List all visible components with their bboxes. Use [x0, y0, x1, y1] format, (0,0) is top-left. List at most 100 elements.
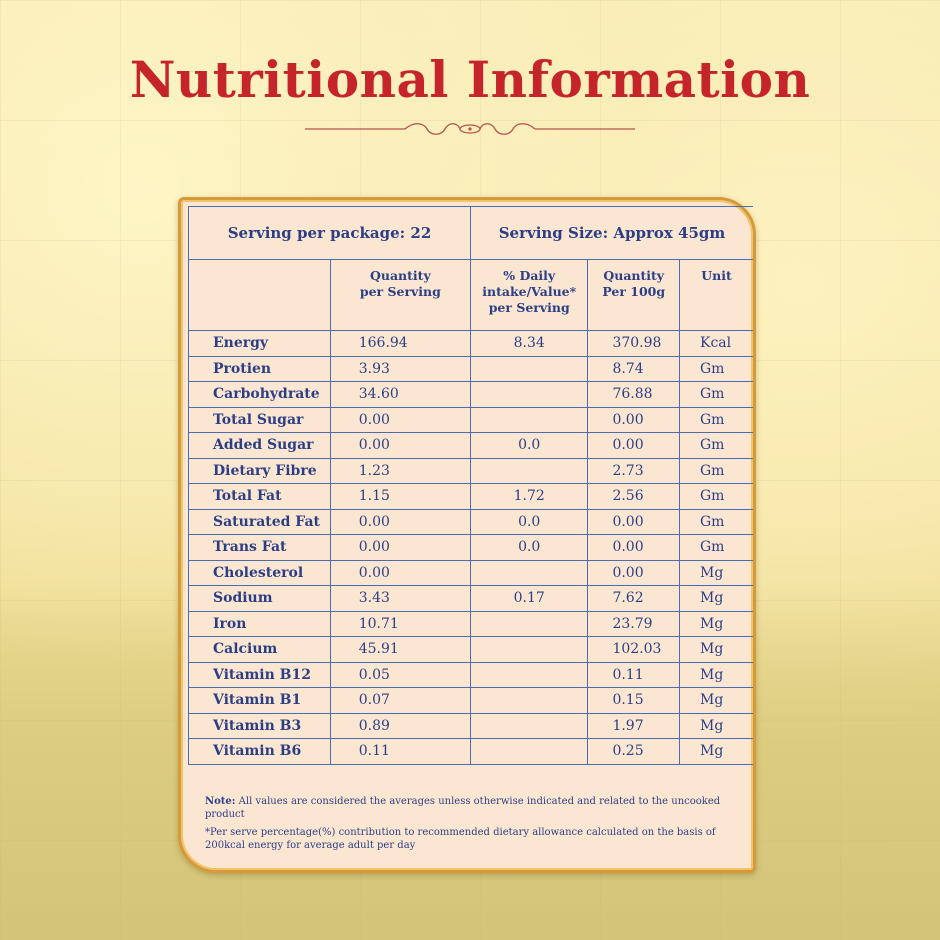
column-header-nutrient: [188, 259, 331, 331]
qty-per-100g: 102.03: [587, 636, 680, 663]
qty-per-serving: 0.00: [329, 432, 472, 459]
qty-per-serving: 0.00: [329, 406, 472, 433]
nutrition-table: Serving per package: 22 Serving Size: Ap…: [188, 206, 753, 765]
nutrient-name: Iron: [188, 610, 331, 637]
column-header-unit: Unit: [679, 259, 753, 331]
daily-intake: [469, 406, 589, 433]
qty-per-serving: 10.71: [329, 610, 472, 637]
nutrient-name: Vitamin B1: [188, 687, 331, 714]
qty-per-100g: 0.15: [587, 687, 680, 714]
qty-per-serving: 0.07: [329, 687, 472, 714]
unit: Gm: [679, 457, 753, 484]
qty-per-serving: 0.00: [329, 559, 472, 586]
column-header-label: Unit: [701, 268, 732, 283]
nutrient-name: Added Sugar: [188, 432, 331, 459]
column-header-qty-per-100g: Quantity Per 100g: [587, 259, 680, 331]
nutrient-name: Trans Fat: [188, 534, 331, 561]
qty-per-100g: 23.79: [587, 610, 680, 637]
table-row: Vitamin B12 0.05 0.11 Mg: [188, 661, 753, 688]
unit: Mg: [679, 559, 753, 586]
table-row: Trans Fat 0.00 0.0 0.00 Gm: [188, 534, 753, 561]
daily-intake: [469, 636, 589, 663]
table-row: Sodium 3.43 0.17 7.62 Mg: [188, 585, 753, 612]
table-header-row: Serving per package: 22 Serving Size: Ap…: [188, 206, 753, 260]
table-row: Vitamin B1 0.07 0.15 Mg: [188, 687, 753, 714]
table-row: Vitamin B3 0.89 1.97 Mg: [188, 712, 753, 739]
qty-per-serving: 45.91: [329, 636, 472, 663]
column-header-label: % Daily intake/Value* per Serving: [482, 268, 577, 315]
nutrient-name: Protien: [188, 355, 331, 382]
table-row: Added Sugar 0.00 0.0 0.00 Gm: [188, 432, 753, 459]
daily-intake: [469, 355, 589, 382]
daily-intake: 0.0: [469, 508, 589, 535]
nutrient-name: Saturated Fat: [188, 508, 331, 535]
qty-per-serving: 0.00: [329, 534, 472, 561]
daily-intake: 0.0: [469, 432, 589, 459]
unit: Mg: [679, 661, 753, 688]
daily-intake: [469, 610, 589, 637]
qty-per-serving: 0.11: [329, 738, 472, 765]
nutrition-card: Serving per package: 22 Serving Size: Ap…: [178, 197, 756, 873]
table-row: Saturated Fat 0.00 0.0 0.00 Gm: [188, 508, 753, 535]
nutrient-name: Vitamin B12: [188, 661, 331, 688]
unit: Mg: [679, 712, 753, 739]
qty-per-100g: 0.00: [587, 508, 680, 535]
page-title: Nutritional Information: [129, 50, 811, 109]
daily-intake: [469, 559, 589, 586]
qty-per-100g: 0.25: [587, 738, 680, 765]
nutrient-name: Energy: [188, 330, 331, 357]
table-row: Dietary Fibre 1.23 2.73 Gm: [188, 457, 753, 484]
nutrient-name: Carbohydrate: [188, 381, 331, 408]
unit: Gm: [679, 381, 753, 408]
unit: Gm: [679, 406, 753, 433]
note-label: Note:: [205, 796, 236, 807]
qty-per-serving: 3.93: [329, 355, 472, 382]
qty-per-serving: 1.15: [329, 483, 472, 510]
daily-intake: [469, 738, 589, 765]
note-line: Note: All values are considered the aver…: [205, 795, 745, 821]
nutrient-name: Total Sugar: [188, 406, 331, 433]
qty-per-100g: 0.11: [587, 661, 680, 688]
unit: Mg: [679, 687, 753, 714]
daily-intake: 1.72: [469, 483, 589, 510]
footnote: *Per serve percentage(%) contribution to…: [205, 827, 716, 851]
table-row: Total Sugar 0.00 0.00 Gm: [188, 406, 753, 433]
unit: Mg: [679, 610, 753, 637]
qty-per-100g: 0.00: [587, 406, 680, 433]
unit: Gm: [679, 483, 753, 510]
table-body: Energy 166.94 8.34 370.98 Kcal Protien 3.93 8.7…: [188, 330, 753, 765]
column-header-label: Quantity Per 100g: [602, 268, 666, 299]
daily-intake: [469, 712, 589, 739]
qty-per-100g: 0.00: [587, 559, 680, 586]
qty-per-serving: 1.23: [329, 457, 472, 484]
daily-intake: 8.34: [469, 330, 589, 357]
table-row: Energy 166.94 8.34 370.98 Kcal: [188, 330, 753, 357]
note-text: All values are considered the averages u…: [205, 796, 721, 820]
table-row: Vitamin B6 0.11 0.25 Mg: [188, 738, 753, 765]
table-row: Protien 3.93 8.74 Gm: [188, 355, 753, 382]
unit: Kcal: [679, 330, 753, 357]
table-row: Iron 10.71 23.79 Mg: [188, 610, 753, 637]
table-row: Carbohydrate 34.60 76.88 Gm: [188, 381, 753, 408]
nutrient-name: Cholesterol: [188, 559, 331, 586]
qty-per-100g: 1.97: [587, 712, 680, 739]
qty-per-100g: 2.56: [587, 483, 680, 510]
daily-intake: [469, 381, 589, 408]
qty-per-serving: 0.05: [329, 661, 472, 688]
daily-intake: 0.0: [469, 534, 589, 561]
nutrient-name: Vitamin B3: [188, 712, 331, 739]
unit: Gm: [679, 355, 753, 382]
nutrient-name: Calcium: [188, 636, 331, 663]
unit: Gm: [679, 508, 753, 535]
unit: Gm: [679, 432, 753, 459]
table-row: Total Fat 1.15 1.72 2.56 Gm: [188, 483, 753, 510]
table-row: Cholesterol 0.00 0.00 Mg: [188, 559, 753, 586]
column-header-label: Quantity per Serving: [359, 268, 441, 299]
nutrient-name: Total Fat: [188, 483, 331, 510]
qty-per-serving: 0.89: [329, 712, 472, 739]
qty-per-serving: 0.00: [329, 508, 472, 535]
column-header-row: Quantity per Serving % Daily intake/Valu…: [188, 259, 753, 331]
nutrient-name: Vitamin B6: [188, 738, 331, 765]
daily-intake: 0.17: [469, 585, 589, 612]
qty-per-100g: 7.62: [587, 585, 680, 612]
